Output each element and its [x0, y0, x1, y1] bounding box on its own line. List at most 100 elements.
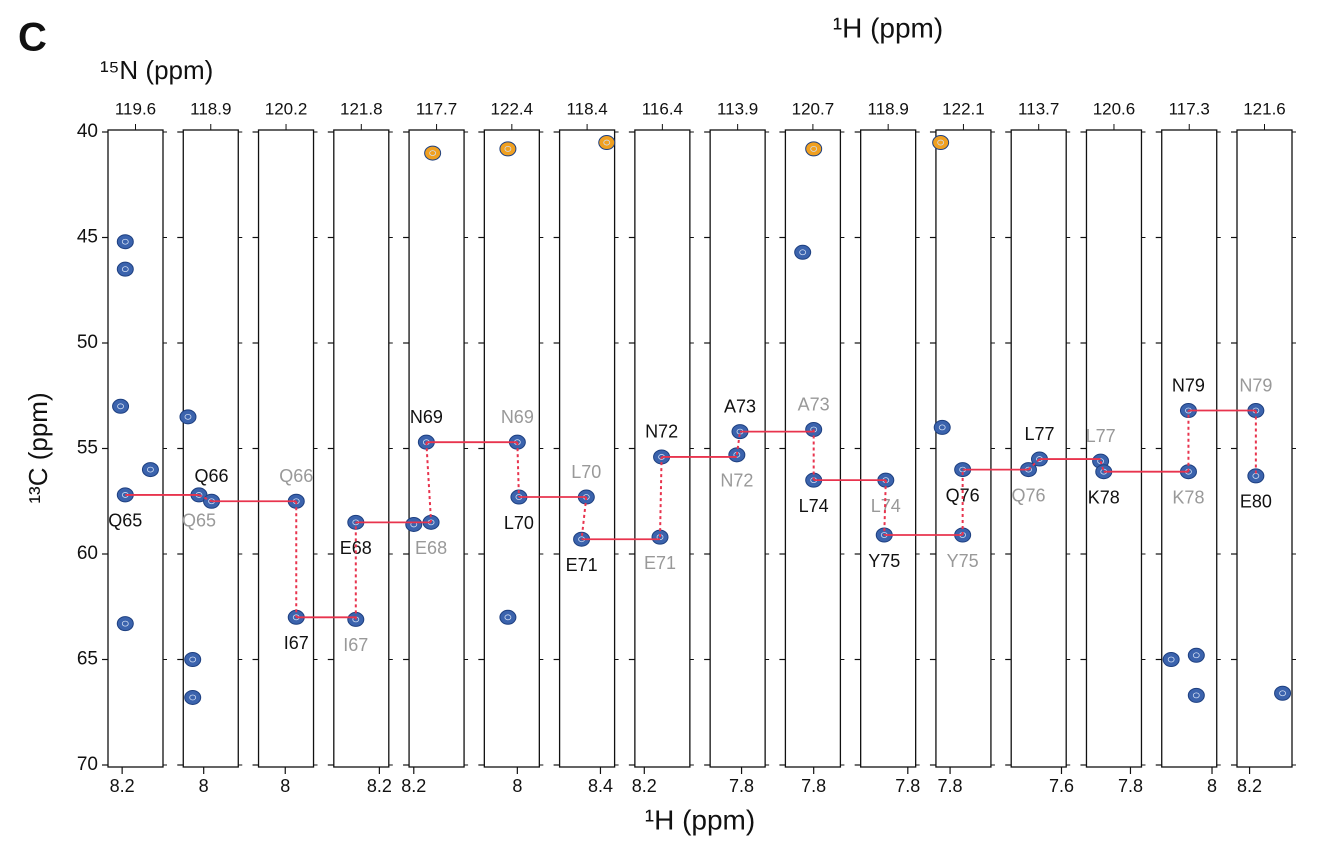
n-shift-label: 113.9: [717, 99, 758, 118]
x-tick-label: 8.4: [588, 776, 613, 796]
peak: [805, 141, 823, 157]
peak: [405, 516, 423, 532]
peak-core: [1167, 656, 1175, 663]
residue-label: N69: [410, 407, 443, 427]
peak: [112, 398, 130, 414]
peak-core: [1192, 652, 1200, 659]
x-tick-label: 7.8: [729, 776, 754, 796]
strip-frame: [483, 129, 540, 768]
residue-label: N79: [1239, 375, 1272, 395]
n-shift-label: 118.4: [566, 99, 607, 118]
peak: [499, 609, 517, 625]
n-shift-label: 121.6: [1243, 99, 1286, 118]
peak: [116, 616, 134, 632]
peak: [1274, 685, 1292, 701]
peak-core: [1192, 692, 1200, 699]
n-shift-label: 118.9: [190, 99, 231, 118]
x-tick-label: 8.2: [401, 776, 426, 796]
residue-label: K78: [1172, 487, 1204, 507]
peak: [933, 419, 951, 435]
peak: [794, 244, 812, 260]
sequential-link: [580, 496, 588, 540]
residue-label: N79: [1172, 375, 1205, 395]
n-shift-label: 118.9: [868, 99, 909, 118]
peak-core: [603, 139, 611, 146]
peak: [499, 141, 517, 157]
residue-label: E71: [566, 555, 598, 575]
residue-label: I67: [343, 635, 368, 655]
residue-label: E68: [415, 538, 447, 558]
residue-label: Q66: [195, 466, 229, 486]
peak: [184, 689, 202, 705]
n-shift-label: 120.2: [265, 99, 308, 118]
sequential-link: [1099, 460, 1105, 472]
residue-label: N72: [720, 471, 753, 491]
residue-label: Q76: [946, 485, 980, 505]
residue-label: E80: [1240, 492, 1272, 512]
sequential-link: [659, 456, 663, 538]
peak-core: [189, 694, 197, 701]
n-shift-label: 121.8: [340, 99, 383, 118]
peak: [1247, 468, 1265, 484]
residue-label: Q76: [1011, 485, 1045, 505]
residue-label: Y75: [947, 551, 979, 571]
strip-frame: [333, 129, 390, 768]
sequential-link: [735, 431, 741, 455]
peak: [141, 462, 159, 478]
n-shift-label: 113.7: [1018, 99, 1059, 118]
x-tick-label: 7.8: [801, 776, 826, 796]
residue-label: E68: [340, 538, 372, 558]
peak-core: [429, 150, 437, 157]
peak-core: [937, 139, 945, 146]
strip-frame: [860, 129, 917, 768]
x-tick-label: 8: [1207, 776, 1217, 796]
peak: [598, 135, 616, 151]
residue-label: Y75: [868, 551, 900, 571]
residue-label: L70: [504, 513, 534, 533]
x-axis-label: ¹H (ppm): [645, 804, 755, 835]
residue-label: E71: [644, 553, 676, 573]
x-tick-label: 8.2: [632, 776, 657, 796]
strip-frame: [1085, 129, 1143, 768]
y-axis-label: ¹³C (ppm): [23, 392, 53, 503]
x-tick-label: 7.8: [895, 776, 920, 796]
strip-frame: [1010, 129, 1067, 768]
peak-core: [504, 614, 512, 621]
strip-frame: [1161, 129, 1218, 768]
peak: [1162, 652, 1180, 667]
x-tick-label: 7.8: [938, 776, 963, 796]
strip-frame: [634, 129, 691, 768]
y-tick-label: 40: [77, 121, 98, 142]
residue-label: L70: [571, 462, 601, 482]
strip-frame: [935, 129, 992, 768]
residue-label: Q66: [279, 466, 313, 486]
peak-core: [799, 249, 807, 256]
n-shift-label: 120.6: [1093, 99, 1136, 118]
strip-frame: [107, 129, 164, 768]
x-tick-label: 8.2: [1237, 776, 1262, 796]
strip-frame: [182, 129, 239, 768]
residue-label: N72: [645, 422, 678, 442]
peak: [116, 261, 134, 277]
residue-label: N69: [501, 407, 534, 427]
peak-core: [504, 145, 512, 152]
n-shift-label: 122.1: [942, 99, 985, 118]
x-tick-label: 8: [199, 776, 209, 796]
strip-frame: [1236, 129, 1293, 768]
sequential-link: [1027, 458, 1041, 471]
strip-frame: [408, 129, 465, 768]
n-shift-label: 122.4: [491, 99, 534, 118]
peak-core: [121, 620, 129, 627]
peak-core: [810, 145, 818, 152]
peak: [1187, 687, 1205, 703]
residue-label: Q65: [182, 511, 216, 531]
peak: [179, 409, 197, 425]
peak-core: [184, 413, 192, 420]
y-tick-label: 65: [77, 649, 98, 670]
n-shift-label: 116.4: [642, 99, 683, 118]
n-shift-label: 119.6: [115, 99, 156, 118]
peak-core: [147, 466, 154, 473]
y-tick-label: 60: [77, 543, 98, 564]
x-tick-label: 8: [280, 776, 290, 796]
